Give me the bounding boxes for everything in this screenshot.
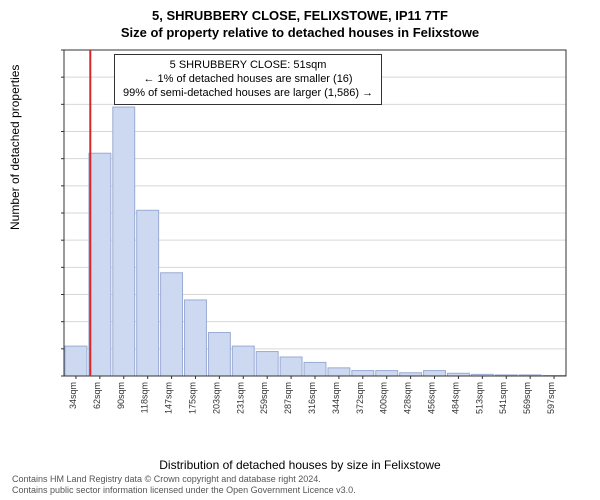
annotation-line-1: 5 SHRUBBERY CLOSE: 51sqm — [123, 59, 373, 73]
svg-text:456sqm: 456sqm — [427, 382, 437, 414]
svg-text:259sqm: 259sqm — [259, 382, 269, 414]
page-subtitle: Size of property relative to detached ho… — [0, 23, 600, 40]
svg-text:541sqm: 541sqm — [498, 382, 508, 414]
svg-text:175sqm: 175sqm — [187, 382, 197, 414]
x-axis-label: Distribution of detached houses by size … — [0, 458, 600, 472]
footer-attribution: Contains HM Land Registry data © Crown c… — [0, 474, 600, 496]
svg-text:597sqm: 597sqm — [546, 382, 556, 414]
svg-text:400sqm: 400sqm — [379, 382, 389, 414]
svg-text:316sqm: 316sqm — [307, 382, 317, 414]
svg-text:344sqm: 344sqm — [331, 382, 341, 414]
page-title: 5, SHRUBBERY CLOSE, FELIXSTOWE, IP11 7TF — [0, 0, 600, 23]
svg-text:62sqm: 62sqm — [92, 382, 102, 409]
svg-text:231sqm: 231sqm — [235, 382, 245, 414]
svg-text:147sqm: 147sqm — [164, 382, 174, 414]
svg-text:287sqm: 287sqm — [283, 382, 293, 414]
svg-text:569sqm: 569sqm — [522, 382, 532, 414]
chart-area: 05010015020025030035040045050055060034sq… — [60, 48, 570, 418]
footer-line-2: Contains public sector information licen… — [12, 485, 600, 496]
svg-text:34sqm: 34sqm — [68, 382, 78, 409]
annotation-box: 5 SHRUBBERY CLOSE: 51sqm ← 1% of detache… — [114, 54, 382, 105]
svg-text:118sqm: 118sqm — [140, 382, 150, 413]
svg-text:372sqm: 372sqm — [355, 382, 365, 414]
annotation-line-3: 99% of semi-detached houses are larger (… — [123, 87, 373, 101]
svg-text:428sqm: 428sqm — [403, 382, 413, 414]
svg-text:513sqm: 513sqm — [474, 382, 484, 414]
y-axis-label: Number of detached properties — [8, 65, 22, 230]
svg-text:203sqm: 203sqm — [211, 382, 221, 414]
annotation-line-2: ← 1% of detached houses are smaller (16) — [123, 73, 373, 87]
footer-line-1: Contains HM Land Registry data © Crown c… — [12, 474, 600, 485]
svg-text:90sqm: 90sqm — [116, 382, 126, 409]
svg-text:484sqm: 484sqm — [450, 382, 460, 414]
